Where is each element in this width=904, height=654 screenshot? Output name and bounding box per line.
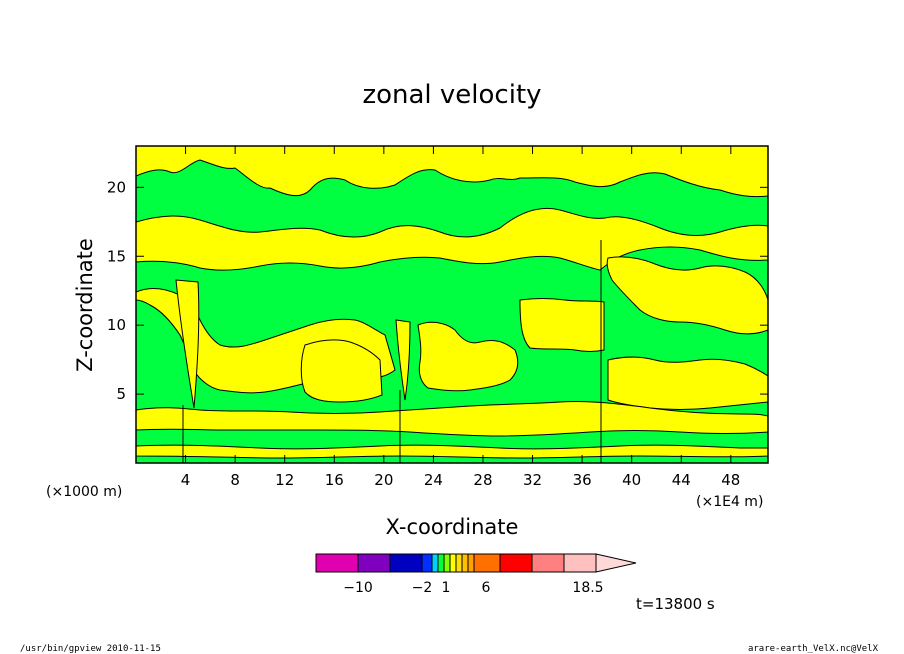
colorbar: −10 −2 1 6 18.5	[315, 553, 637, 596]
colorbar-label: 1	[442, 580, 451, 596]
colorbar-label: 18.5	[572, 580, 603, 596]
y-axis-label: Z-coordinate	[73, 238, 97, 372]
x-tick-label: 20	[374, 471, 393, 489]
contour-yellow-region	[606, 256, 768, 335]
colorbar-label: −10	[343, 580, 373, 596]
x-tick-label: 40	[622, 471, 641, 489]
x-tick-label: 36	[573, 471, 592, 489]
colorbar-segment	[437, 553, 445, 573]
contour-yellow-region	[395, 319, 411, 401]
contour-yellow-region	[417, 321, 519, 392]
y-axis-unit: (×1000 m)	[46, 484, 122, 500]
footer-right: arare-earth_VelX.nc@VelX	[748, 644, 879, 654]
x-tick-label: 44	[672, 471, 691, 489]
colorbar-segment	[315, 553, 359, 573]
colorbar-segment	[499, 553, 533, 573]
x-tick-label: 4	[181, 471, 191, 489]
colorbar-segment	[357, 553, 391, 573]
x-tick-label: 24	[424, 471, 443, 489]
plot-frame	[135, 145, 769, 464]
colorbar-segment	[455, 553, 463, 573]
colorbar-label: 6	[482, 580, 491, 596]
x-axis-label: X-coordinate	[386, 515, 519, 539]
contour-yellow-region	[607, 356, 768, 410]
contour-yellow-region	[175, 279, 200, 409]
x-axis-ticks: 4 8 12 16 20 24 28 32 36 40 44 48	[181, 146, 740, 489]
y-tick-label: 15	[107, 247, 126, 265]
y-axis-ticks: 5 10 15 20	[107, 178, 768, 403]
time-label: t=13800 s	[636, 595, 715, 613]
contour-fields	[136, 146, 768, 463]
contour-yellow-region	[136, 207, 768, 271]
colorbar-segment	[431, 553, 439, 573]
contour-yellow-region	[136, 146, 768, 198]
colorbar-extend-arrow	[595, 553, 637, 573]
colorbar-segment	[467, 553, 475, 573]
x-tick-label: 32	[523, 471, 542, 489]
colorbar-segment	[563, 553, 597, 573]
colorbar-segment	[449, 553, 457, 573]
y-tick-label: 20	[107, 178, 126, 196]
y-tick-label: 10	[107, 316, 126, 334]
x-tick-label: 28	[473, 471, 492, 489]
colorbar-segment	[461, 553, 469, 573]
chart-title: zonal velocity	[362, 80, 541, 110]
contour-yellow-region	[136, 444, 768, 459]
y-tick-label: 5	[116, 385, 126, 403]
colorbar-label: −2	[412, 580, 433, 596]
x-tick-label: 48	[721, 471, 740, 489]
x-tick-label: 12	[275, 471, 294, 489]
colorbar-segment	[443, 553, 451, 573]
colorbar-segment	[421, 553, 433, 573]
colorbar-segment	[389, 553, 423, 573]
x-tick-label: 16	[325, 471, 344, 489]
contour-yellow-region	[300, 339, 383, 403]
x-tick-label: 8	[230, 471, 240, 489]
contour-yellow-region	[136, 400, 768, 437]
colorbar-segment	[473, 553, 501, 573]
colorbar-segment	[531, 553, 565, 573]
footer-left: /usr/bin/gpview 2010-11-15	[20, 644, 161, 654]
x-axis-unit: (×1E4 m)	[696, 494, 763, 510]
contour-yellow-region	[519, 298, 605, 352]
